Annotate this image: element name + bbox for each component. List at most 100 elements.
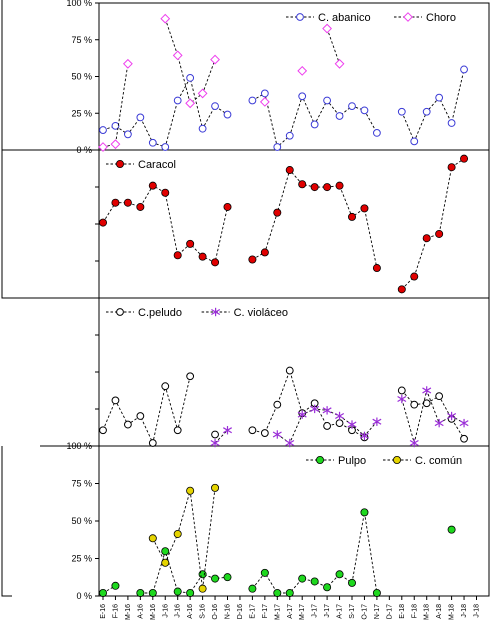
asterisk-stroke: [210, 439, 220, 447]
data-point: [124, 130, 132, 139]
data-point: [99, 218, 108, 227]
data-point: [335, 419, 344, 428]
series-caracol: [99, 154, 469, 294]
data-point: [173, 529, 182, 538]
legend-item: C. abanico: [286, 12, 371, 24]
data-point: [116, 308, 124, 316]
data-point: [447, 163, 456, 172]
asterisk-stroke: [285, 439, 295, 447]
series-line: [140, 549, 228, 594]
legend-label: Caracol: [138, 159, 176, 171]
data-point: [435, 93, 444, 102]
y-tick-label: 75 %: [71, 479, 92, 489]
x-tick-label: E-16: [100, 604, 107, 619]
series-line: [326, 28, 340, 64]
data-point: [111, 198, 120, 207]
data-point: [136, 412, 145, 420]
series-line: [401, 388, 465, 445]
x-tick-label: F-17: [262, 604, 269, 619]
data-point: [298, 180, 307, 189]
series-c-peludo: [99, 366, 468, 447]
data-point: [347, 578, 356, 587]
data-point: [273, 589, 282, 598]
data-point: [223, 110, 232, 119]
data-point: [397, 107, 406, 116]
x-tick-label: A-16: [137, 604, 144, 619]
legend-label: Choro: [426, 12, 456, 24]
x-tick-label: A-17: [287, 604, 294, 619]
left-leader-bottom: [1, 446, 12, 597]
data-point: [260, 89, 269, 98]
asterisk-stroke: [397, 395, 407, 403]
data-point: [298, 574, 307, 583]
data-point: [285, 166, 294, 175]
data-point: [410, 137, 419, 146]
data-point: [173, 426, 182, 435]
panel-bottom: Pulpo C. común: [99, 455, 462, 598]
asterisk-stroke: [222, 427, 233, 434]
plot-area-border: [98, 2, 490, 597]
asterisk-stroke: [211, 308, 221, 316]
data-point: [123, 198, 132, 207]
x-tick-label: J-17: [324, 604, 331, 618]
asterisk-stroke: [422, 387, 432, 394]
data-point: [272, 430, 282, 439]
left-leader-middle: [1, 150, 99, 299]
data-point: [186, 372, 195, 381]
legend-label: Pulpo: [338, 455, 366, 467]
x-tick-label: D-17: [386, 604, 393, 619]
data-point: [460, 154, 469, 163]
data-point: [136, 113, 145, 122]
data-point: [136, 202, 145, 211]
data-point: [372, 264, 381, 273]
asterisk-stroke: [409, 439, 419, 447]
data-point: [260, 568, 269, 577]
data-point: [360, 106, 369, 115]
series-line: [102, 376, 191, 445]
data-point: [447, 411, 457, 421]
legend: C.peludo C. violáceo: [106, 307, 288, 319]
data-point: [148, 181, 157, 190]
asterisk-stroke: [359, 432, 369, 439]
data-point: [124, 420, 132, 429]
asterisk-stroke: [297, 411, 307, 418]
data-point: [360, 204, 369, 213]
y-tick-label: 0 %: [76, 591, 92, 601]
y-tick-label: 0 %: [76, 145, 92, 155]
data-point: [323, 183, 332, 192]
data-point: [211, 483, 220, 492]
legend-label: C. abanico: [318, 12, 371, 24]
data-point: [334, 58, 345, 69]
data-point: [198, 584, 207, 593]
data-point: [460, 65, 468, 74]
data-point: [136, 589, 145, 598]
asterisk-stroke: [335, 412, 345, 420]
panel-caracol: Caracol: [99, 154, 469, 294]
x-tick-label: J-16: [175, 604, 182, 618]
data-point: [435, 229, 444, 238]
series-line: [102, 76, 228, 148]
data-point: [223, 573, 232, 582]
data-point: [310, 183, 319, 192]
data-point: [359, 431, 369, 441]
chart-frame: 0 % 25 % 50 % 75 % 100 % 0 % 25 % 50 % 75 % 100 %: [1, 0, 490, 601]
legend: C. abanico Choro: [286, 12, 456, 24]
data-point: [122, 58, 133, 69]
legend-item: Caracol: [106, 159, 176, 171]
series-line: [152, 487, 216, 589]
asterisk-stroke: [372, 418, 382, 425]
data-point: [434, 418, 444, 428]
data-point: [422, 107, 431, 116]
data-point: [161, 547, 170, 556]
data-point: [186, 239, 195, 248]
data-point: [297, 410, 307, 419]
x-tick-label: M-17: [299, 604, 306, 620]
data-point: [148, 439, 157, 447]
data-point: [397, 285, 406, 294]
x-tick-label: J-17: [312, 604, 319, 618]
asterisk-stroke: [447, 412, 457, 420]
x-tick-label: N-16: [225, 604, 232, 619]
asterisk-stroke: [347, 421, 357, 428]
x-tick-label: S-16: [200, 604, 207, 619]
y-tick-label: 100 %: [66, 0, 92, 8]
